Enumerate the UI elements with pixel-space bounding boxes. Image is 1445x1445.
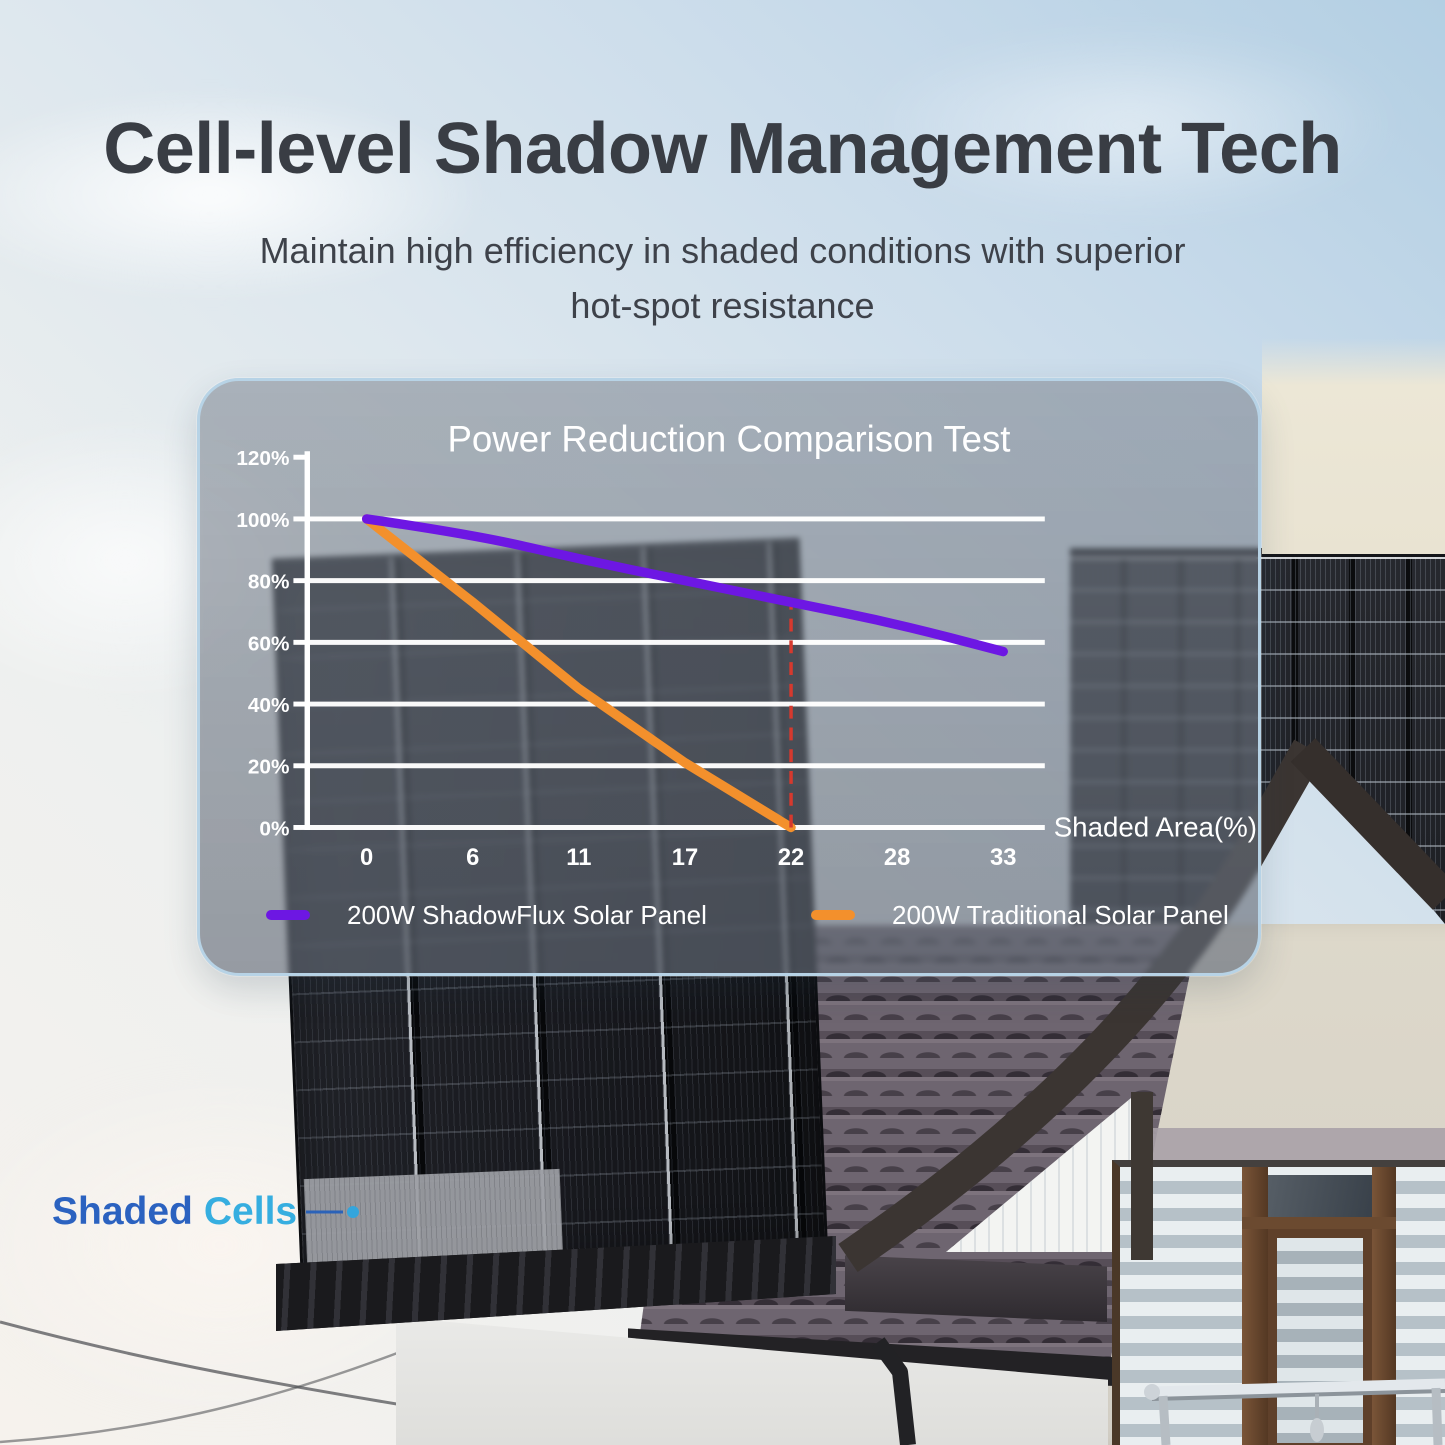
chart-axis-labels: 120% 100% 80% 60% 40% 20% 0% 0 6 11 17 22 28 33	[236, 447, 1016, 871]
svg-text:60%: 60%	[248, 632, 290, 655]
svg-text:40%: 40%	[248, 694, 290, 717]
comparison-line-chart: Power Reduction Comparison Test 120% 100%…	[236, 418, 1257, 871]
subtitle-line-1: Maintain high efficiency in shaded condi…	[259, 230, 1186, 271]
railing-tensioner-weight	[1310, 1418, 1324, 1442]
svg-text:120%: 120%	[236, 447, 289, 470]
chart-gridlines	[293, 451, 1045, 830]
window-transom-pane	[1268, 1175, 1372, 1217]
chart-legend: 200W ShadowFlux Solar Panel 200W Traditi…	[200, 897, 1258, 933]
railing-cap	[1144, 1384, 1160, 1400]
legend-swatch-orange	[811, 910, 855, 920]
chart-panel: Power Reduction Comparison Test 120% 100%…	[197, 378, 1261, 976]
svg-text:6: 6	[466, 844, 479, 871]
bargeboard-right	[1290, 738, 1445, 910]
railing-post	[1158, 1395, 1171, 1445]
svg-text:0%: 0%	[259, 817, 289, 840]
svg-text:33: 33	[990, 844, 1016, 871]
railing-bar-shadow	[1151, 1389, 1445, 1401]
svg-text:11: 11	[566, 844, 591, 871]
legend-swatch-purple	[266, 910, 310, 920]
x-axis-title: Shaded Area(%)	[1054, 811, 1257, 842]
svg-text:22: 22	[778, 844, 804, 871]
window-mullion	[1242, 1167, 1268, 1445]
window-transom-bar	[1242, 1217, 1396, 1229]
svg-text:0: 0	[360, 844, 373, 871]
svg-text:20%: 20%	[248, 756, 290, 779]
legend-label: 200W Traditional Solar Panel	[892, 899, 1229, 930]
page-title: Cell-level Shadow Management Tech	[103, 109, 1342, 189]
railing-bar	[1151, 1378, 1445, 1398]
callout-word-cells: Cells	[203, 1190, 298, 1233]
chart-title: Power Reduction Comparison Test	[448, 418, 1011, 459]
callout-connector-icon	[306, 1206, 360, 1218]
shaded-cells-callout: Shaded Cells	[52, 1190, 363, 1234]
svg-text:28: 28	[884, 844, 910, 871]
subtitle-line-2: hot-spot resistance	[570, 284, 875, 326]
legend-label: 200W ShadowFlux Solar Panel	[347, 899, 707, 930]
svg-text:100%: 100%	[236, 509, 289, 532]
legend-item-shadowflux: 200W ShadowFlux Solar Panel	[266, 897, 707, 933]
railing-post	[1431, 1387, 1443, 1445]
legend-item-traditional: 200W Traditional Solar Panel	[811, 897, 1229, 933]
page-subtitle: Maintain high efficiency in shaded condi…	[0, 224, 1445, 333]
svg-text:80%: 80%	[248, 571, 290, 594]
house-upper-wall	[1262, 338, 1445, 554]
window-door-leaf	[1268, 1229, 1372, 1445]
chart-series	[361, 514, 1008, 833]
callout-word-shaded: Shaded	[52, 1190, 193, 1233]
svg-text:17: 17	[672, 844, 698, 871]
window-mullion	[1372, 1167, 1396, 1445]
downspout	[871, 1337, 916, 1445]
roof-ledge	[845, 1255, 1107, 1322]
